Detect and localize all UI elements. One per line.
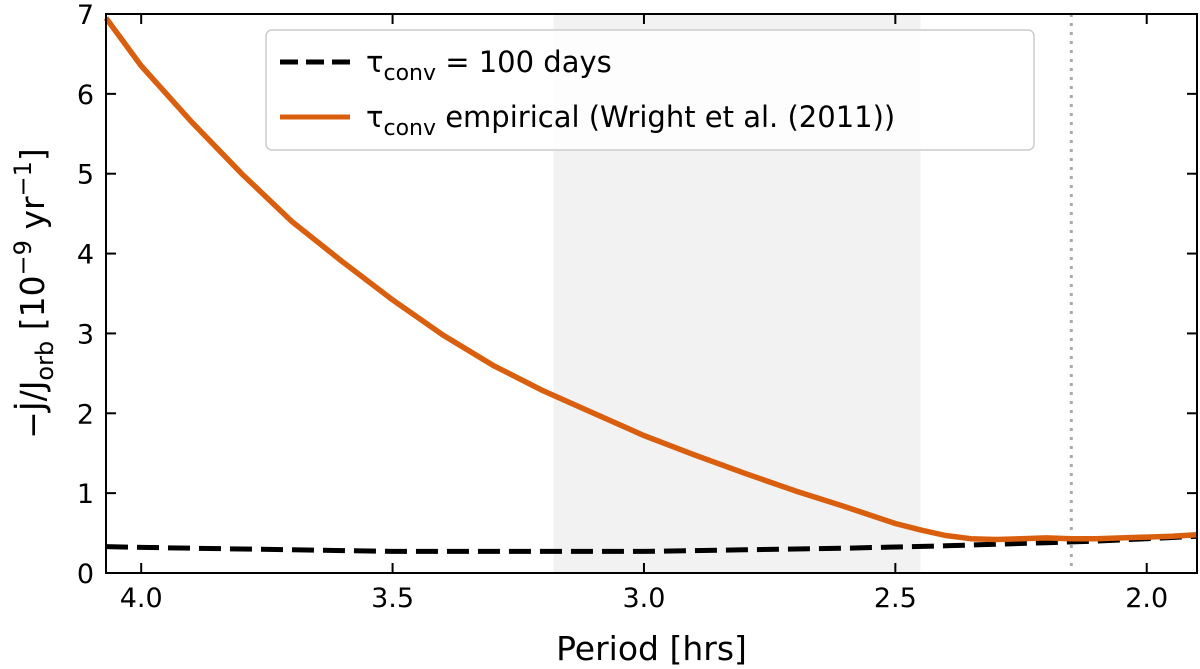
y-tick-label: 0 [77, 559, 94, 590]
y-tick-label: 6 [77, 80, 94, 111]
legend-label-empirical: τconv empirical (Wright et al. (2011)) [366, 100, 895, 141]
y-tick-label: 1 [77, 479, 94, 510]
legend: τconv = 100 days τconv empirical (Wright… [265, 29, 1035, 151]
y-axis-title-subscript: orb [31, 341, 59, 381]
legend-label-empirical-rest: empirical (Wright et al. (2011)) [436, 100, 895, 134]
y-axis-title: −J̇/Jorb [10−9 yr−1] [9, 148, 59, 439]
legend-label-empirical-sub: conv [383, 116, 436, 141]
legend-label-100-days-main: τ [366, 45, 383, 79]
y-axis-title-middle: [10 [13, 275, 52, 340]
y-tick-label: 7 [77, 0, 94, 31]
ticks-layer: 4.0 3.5 3.0 2.5 2.0 0 1 2 3 4 5 6 7 [77, 0, 1197, 614]
legend-label-empirical-main: τ [366, 100, 383, 134]
x-tick-label: 4.0 [120, 583, 163, 614]
y-axis-title-prefix: −J̇/J [13, 381, 52, 439]
series-line-100-days [105, 533, 1198, 554]
y-axis-title-superscript-1: −9 [9, 240, 37, 275]
x-tick-label: 3.0 [622, 583, 665, 614]
y-tick-label: 3 [77, 319, 94, 350]
y-axis-title-superscript-2: −1 [9, 161, 37, 196]
legend-label-100-days: τconv = 100 days [366, 45, 612, 86]
x-axis-title: Period [hrs] [556, 629, 747, 668]
y-tick-label: 5 [77, 160, 94, 191]
y-axis-title-suffix: ] [13, 148, 52, 161]
series-line-empirical [103, 16, 1198, 543]
legend-label-100-days-sub: conv [383, 61, 436, 86]
plot-frame [105, 13, 1198, 574]
y-tick-label: 2 [77, 399, 94, 430]
legend-label-100-days-rest: = 100 days [436, 45, 612, 79]
y-tick-label: 4 [77, 240, 94, 271]
x-tick-label: 2.5 [874, 583, 917, 614]
x-tick-label: 2.0 [1125, 583, 1168, 614]
series-layer [103, 16, 1198, 554]
x-tick-label: 3.5 [371, 583, 414, 614]
legend-box [265, 29, 1035, 151]
y-axis-title-unit: yr [13, 196, 52, 240]
